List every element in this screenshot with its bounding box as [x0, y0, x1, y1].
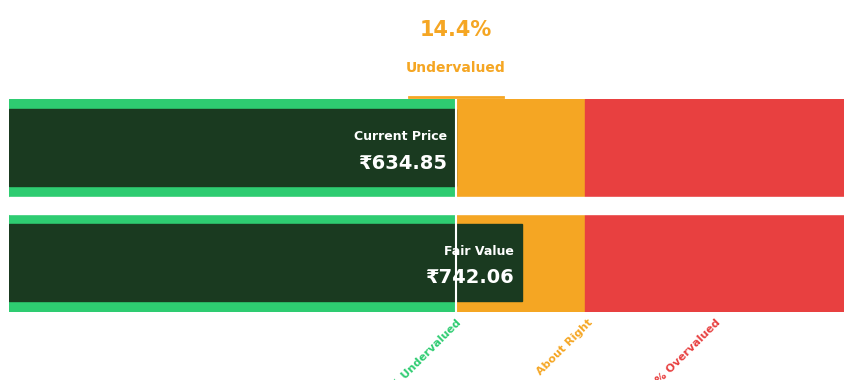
Text: 20% Undervalued: 20% Undervalued	[377, 317, 463, 380]
Text: Undervalued: Undervalued	[406, 62, 505, 75]
Text: About Right: About Right	[534, 317, 594, 377]
Text: 14.4%: 14.4%	[419, 21, 492, 40]
Bar	[9, 99, 455, 312]
Bar	[9, 224, 521, 301]
Text: Fair Value: Fair Value	[443, 245, 513, 258]
Bar	[9, 109, 455, 186]
Bar	[584, 99, 843, 312]
Bar	[455, 99, 584, 312]
Bar	[9, 197, 843, 214]
Text: ₹742.06: ₹742.06	[424, 269, 513, 288]
Text: ₹634.85: ₹634.85	[358, 154, 446, 173]
Text: Current Price: Current Price	[354, 130, 446, 143]
Text: 20% Overvalued: 20% Overvalued	[642, 317, 721, 380]
